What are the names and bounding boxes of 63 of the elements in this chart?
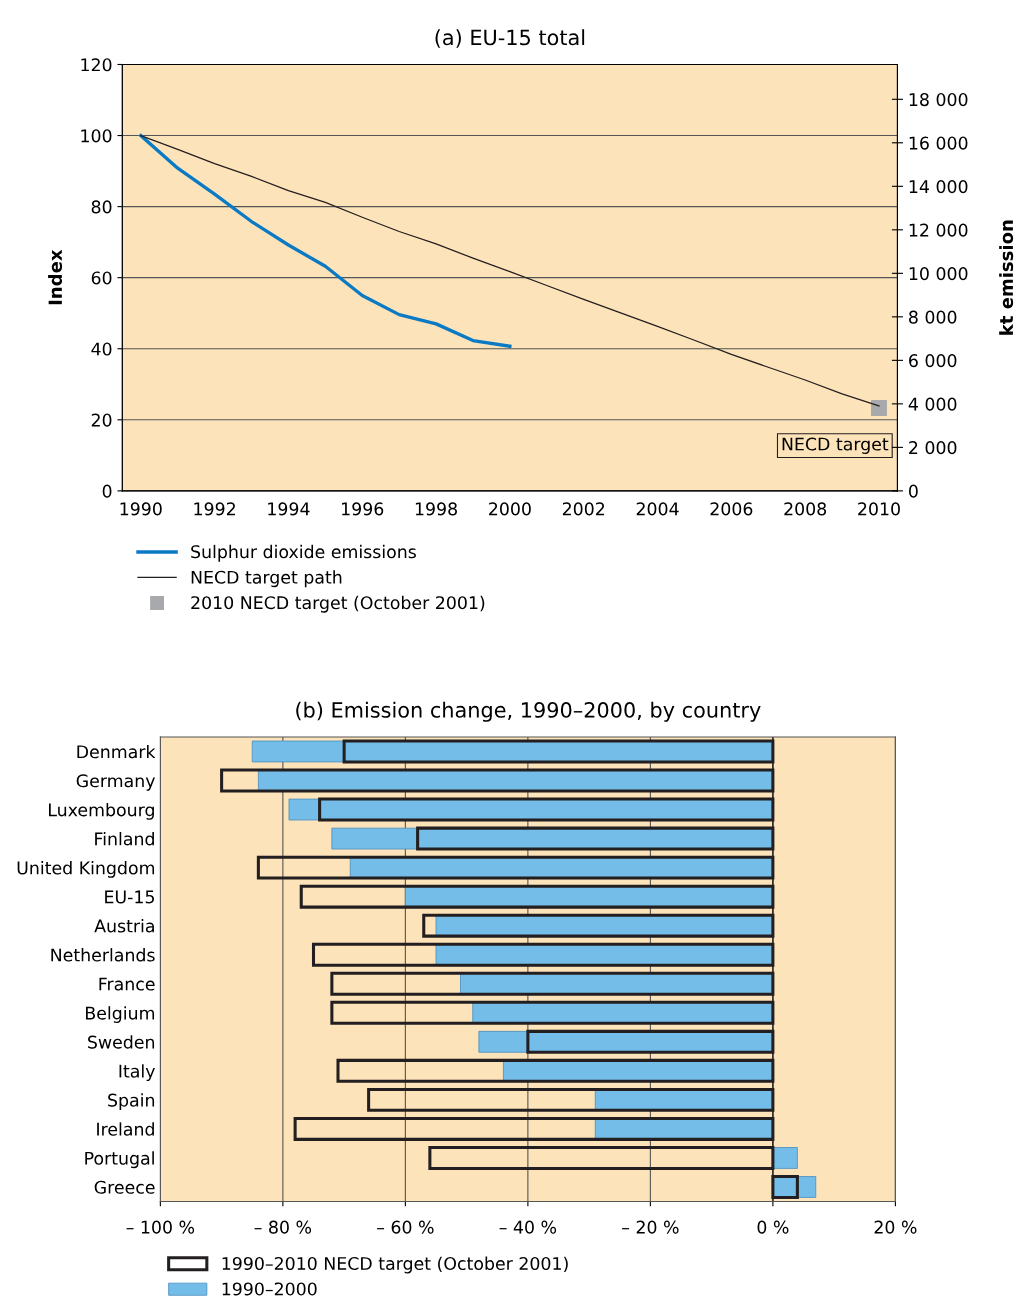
- legend-label: 2010 NECD target (October 2001): [191, 595, 485, 613]
- y2-tick-label: 12 000: [909, 223, 968, 237]
- legend-label: Sulphur dioxide emissions: [191, 544, 416, 562]
- x-tick-label: 1994: [268, 502, 310, 516]
- y2-tick-label: 2 000: [909, 441, 957, 455]
- y-tick-label: Austria: [94, 919, 154, 933]
- chart-title: (b) Emission change, 1990–2000, by country: [296, 701, 761, 722]
- legend-label: NECD target path: [191, 570, 342, 588]
- y-tick-label: Ireland: [97, 1122, 154, 1136]
- y-tick-label: Luxembourg: [49, 802, 154, 820]
- y-tick-label: United Kingdom: [17, 861, 155, 878]
- y-tick-label: 20: [91, 413, 112, 427]
- x-tick-label: – 100 %: [126, 1220, 195, 1234]
- y-tick-label: Finland: [95, 831, 154, 846]
- y2-tick-label: 10 000: [909, 267, 968, 281]
- y-tick-label: EU-15: [105, 890, 154, 904]
- x-tick-label: 1996: [342, 502, 384, 516]
- y-tick-label: 100: [81, 129, 112, 143]
- x-tick-label: 1998: [415, 502, 457, 516]
- x-tick-label: 2000: [489, 502, 531, 516]
- y-tick-label: 40: [91, 342, 112, 356]
- y2-tick-label: 18 000: [909, 93, 968, 107]
- y2-tick-label: 14 000: [909, 180, 968, 194]
- x-tick-label: 1992: [194, 502, 235, 516]
- y2-tick-label: 0: [909, 484, 918, 498]
- x-tick-label: 2006: [710, 502, 753, 516]
- y-tick-label: Greece: [94, 1180, 155, 1194]
- y-tick-label: 120: [81, 58, 112, 72]
- y-tick-label: Italy: [119, 1064, 155, 1082]
- bar: [772, 1147, 798, 1169]
- x-tick-label: – 80 %: [254, 1220, 312, 1234]
- x-tick-label: 2008: [784, 502, 827, 516]
- x-tick-label: 1990: [120, 502, 162, 516]
- y-tick-label: Belgium: [86, 1006, 155, 1023]
- x-tick-label: 2002: [562, 502, 605, 516]
- y-tick-label: 0: [102, 484, 112, 498]
- y2-tick-label: 8 000: [909, 310, 957, 324]
- x-tick-label: 2010: [858, 502, 900, 516]
- y-tick-label: 80: [91, 200, 112, 214]
- chart-title: (a) EU-15 total: [435, 29, 585, 48]
- x-tick-label: 2004: [636, 502, 679, 516]
- y-tick-label: Germany: [76, 774, 155, 791]
- x-tick-label: 20 %: [874, 1220, 917, 1234]
- legend-label: 1990–2010 NECD target (October 2001): [222, 1256, 568, 1274]
- x-tick-label: – 60 %: [377, 1220, 434, 1234]
- y-tick-label: France: [99, 977, 155, 991]
- y-tick-label: Sweden: [88, 1035, 155, 1049]
- y2-axis-title: kt emission: [999, 220, 1014, 335]
- y2-tick-label: 4 000: [908, 397, 957, 411]
- y-tick-label: Netherlands: [51, 948, 155, 962]
- y-tick-label: 60: [91, 271, 112, 285]
- x-tick-label: – 20 %: [622, 1220, 679, 1234]
- y-tick-label: Spain: [108, 1093, 155, 1111]
- y2-tick-label: 6 000: [909, 354, 957, 368]
- x-tick-label: 0 %: [757, 1220, 789, 1234]
- y-tick-label: Denmark: [77, 744, 156, 759]
- y-tick-label: Portugal: [85, 1151, 154, 1169]
- y2-tick-label: 16 000: [909, 136, 968, 150]
- y-axis-title: Index: [48, 249, 63, 305]
- legend-label: 1990–2000: [222, 1282, 317, 1296]
- x-tick-label: – 40 %: [499, 1220, 557, 1234]
- annotation: NECD target: [782, 437, 889, 454]
- line-series: [139, 133, 512, 348]
